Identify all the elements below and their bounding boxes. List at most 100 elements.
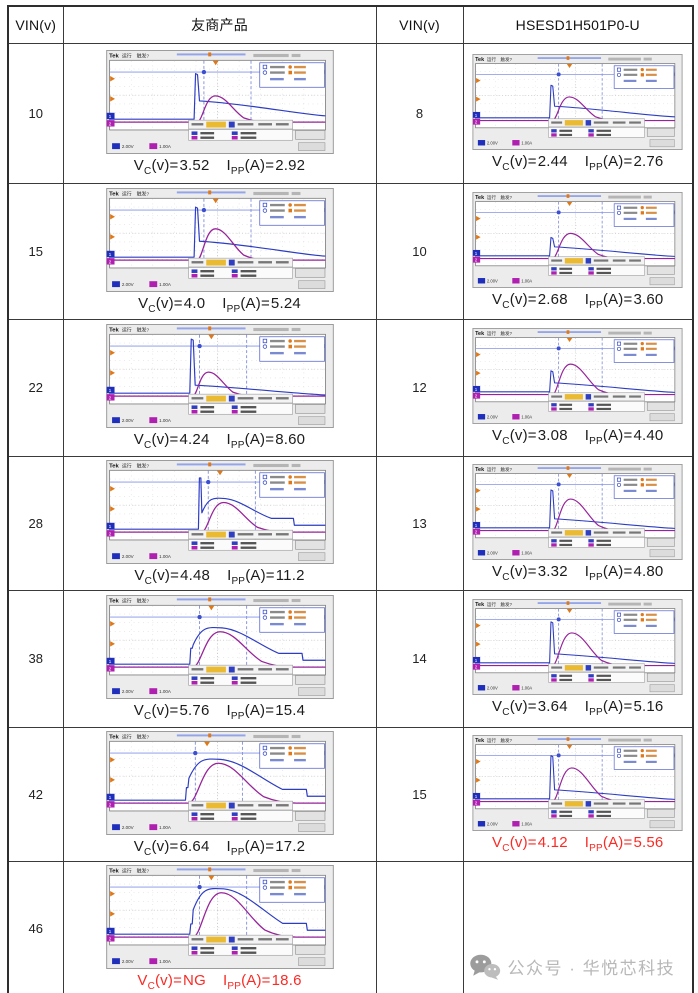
scope-block: Tek 运行 触发? 2.00V 1.00A 1 2 VC(v)=2.68 IPP(A)=3… — [464, 189, 693, 314]
svg-text:1: 1 — [108, 794, 111, 800]
table-row: 15 Tek 运行 触发? 2.00V 1.00A 1 2 VC(v)=4.0 IPP(A)… — [7, 182, 694, 320]
vc-measurement: VC(v)=6.64 — [133, 837, 210, 858]
comparison-table: VIN(v) 友商产品 VIN(v) HSESD1H501P0-U 10 Tek… — [7, 5, 694, 993]
svg-text:2.00V: 2.00V — [487, 821, 498, 826]
svg-text:1: 1 — [108, 251, 111, 257]
vin-cell-left: 10 — [7, 42, 64, 184]
competitor-scope-cell: Tek 运行 触发? 2.00V 1.00A 1 2 VC(v)=6.64 IPP(A)=1… — [62, 726, 377, 862]
competitor-scope-cell: Tek 运行 触发? 2.00V 1.00A 1 2 VC(v)=4.48 IPP(A)=1… — [62, 455, 377, 591]
svg-text:1.00A: 1.00A — [159, 959, 171, 964]
svg-text:触发?: 触发? — [136, 597, 149, 604]
measurement-caption: VC(v)=NG IPP(A)=18.6 — [137, 972, 301, 992]
watermark: 公众号 · 华悦芯科技 — [469, 953, 676, 980]
svg-text:Tek: Tek — [109, 191, 119, 197]
header-product: HSESD1H501P0-U — [462, 5, 694, 44]
svg-text:2.00V: 2.00V — [487, 140, 498, 145]
ipp-label: I — [227, 566, 232, 584]
ipp-measurement: IPP(A)=5.24 — [222, 294, 301, 315]
vc-label: V — [492, 290, 503, 308]
vc-measurement: VC(v)=3.08 — [492, 427, 568, 447]
svg-text:Tek: Tek — [475, 331, 485, 337]
measurement-caption: VC(v)=3.08 IPP(A)=4.40 — [492, 427, 663, 447]
svg-text:运行: 运行 — [487, 330, 497, 337]
svg-text:2: 2 — [108, 395, 111, 401]
measurement-caption: VC(v)=2.68 IPP(A)=3.60 — [492, 291, 663, 311]
svg-text:1: 1 — [475, 658, 478, 663]
svg-text:触发?: 触发? — [501, 736, 513, 743]
ipp-value: 5.24 — [270, 294, 301, 312]
scope-block: Tek 运行 触发? 2.00V 1.00A 1 2 VC(v)=4.0 IPP(A)=5.… — [64, 185, 376, 318]
svg-text:1: 1 — [108, 388, 111, 394]
ipp-value: 5.16 — [633, 698, 664, 715]
svg-text:Tek: Tek — [109, 598, 119, 604]
svg-text:2.00V: 2.00V — [121, 418, 133, 423]
svg-text:触发?: 触发? — [136, 733, 149, 740]
svg-text:运行: 运行 — [121, 597, 131, 604]
ipp-measurement: IPP(A)=2.76 — [584, 152, 664, 173]
scope-block: Tek 运行 触发? 2.00V 1.00A 1 2 VC(v)=3.08 IPP(A)=4… — [464, 325, 693, 450]
vin-value: 14 — [412, 651, 427, 666]
svg-text:触发?: 触发? — [501, 193, 513, 200]
vc-measurement: VC(v)=4.12 — [492, 833, 568, 854]
scope-block: Tek 运行 触发? 2.00V 1.00A 1 2 VC(v)=5.76 IPP(A)=1… — [64, 592, 376, 725]
svg-text:2: 2 — [108, 666, 111, 672]
table-row: 10 Tek 运行 触发? 2.00V 1.00A 1 2 VC(v)=3.52 IPP(A… — [7, 42, 694, 184]
svg-text:2.00V: 2.00V — [121, 689, 133, 694]
svg-text:1.00A: 1.00A — [522, 550, 533, 555]
watermark-text: 公众号 · 华悦芯科技 — [507, 958, 676, 978]
table-row: 42 Tek 运行 触发? 2.00V 1.00A 1 2 VC(v)=6.64 IPP(A… — [7, 726, 694, 862]
ipp-measurement: IPP(A)=11.2 — [227, 566, 305, 587]
product-scope-cell: Tek 运行 触发? 2.00V 1.00A 1 2 VC(v)=4.12 IPP(A)=5… — [462, 726, 694, 862]
svg-text:1.00A: 1.00A — [159, 554, 171, 559]
vin-cell-left: 42 — [7, 726, 64, 862]
svg-text:触发?: 触发? — [136, 867, 149, 874]
ipp-value: 17.2 — [275, 837, 306, 855]
svg-text:运行: 运行 — [121, 733, 131, 740]
svg-text:2: 2 — [475, 257, 478, 262]
svg-text:2: 2 — [108, 802, 111, 808]
svg-text:1.00A: 1.00A — [522, 686, 533, 691]
ipp-label: I — [584, 427, 590, 444]
svg-text:2.00V: 2.00V — [121, 959, 133, 964]
ipp-measurement: IPP(A)=18.6 — [222, 971, 302, 992]
measurement-caption: VC(v)=4.24 IPP(A)=8.60 — [134, 431, 305, 451]
vin-cell-left: 38 — [7, 589, 64, 728]
wechat-icon — [469, 954, 500, 980]
vc-value: 3.64 — [537, 698, 568, 715]
ipp-label: I — [584, 562, 590, 580]
svg-text:2.00V: 2.00V — [487, 686, 498, 691]
scope-block: Tek 运行 触发? 2.00V 1.00A 1 2 VC(v)=4.24 IPP(A)=8… — [64, 321, 376, 454]
vin-value: 15 — [28, 243, 43, 259]
svg-text:2: 2 — [475, 529, 478, 534]
vin-value: 22 — [28, 380, 43, 395]
svg-text:Tek: Tek — [109, 327, 119, 333]
svg-text:1: 1 — [475, 522, 478, 527]
vc-label: V — [492, 833, 503, 851]
ipp-measurement: IPP(A)=15.4 — [226, 702, 306, 722]
vc-label: V — [133, 837, 145, 855]
svg-text:Tek: Tek — [475, 602, 485, 608]
svg-text:2.00V: 2.00V — [487, 278, 498, 283]
ipp-value: 3.60 — [633, 290, 664, 308]
vc-measurement: VC(v)=4.0 — [138, 294, 206, 315]
competitor-scope-cell: Tek 运行 触发? 2.00V 1.00A 1 2 VC(v)=NG IPP(A)=18.… — [62, 860, 377, 993]
ipp-measurement: IPP(A)=4.80 — [584, 562, 664, 583]
vc-value: 3.08 — [537, 427, 568, 444]
vc-measurement: VC(v)=4.24 — [133, 431, 210, 451]
svg-text:2: 2 — [475, 119, 478, 124]
vc-value: 4.48 — [180, 566, 211, 584]
vin-value: 46 — [28, 920, 43, 936]
svg-text:Tek: Tek — [475, 56, 485, 62]
svg-text:1.00A: 1.00A — [159, 418, 171, 423]
vin-cell-right — [375, 860, 464, 993]
ipp-label: I — [584, 698, 590, 715]
svg-text:1: 1 — [108, 523, 111, 529]
svg-text:触发?: 触发? — [501, 330, 513, 337]
scope-block: Tek 运行 触发? 2.00V 1.00A 1 2 VC(v)=2.44 IPP(A)=2… — [464, 51, 693, 176]
header-competitor: 友商产品 — [62, 5, 377, 44]
